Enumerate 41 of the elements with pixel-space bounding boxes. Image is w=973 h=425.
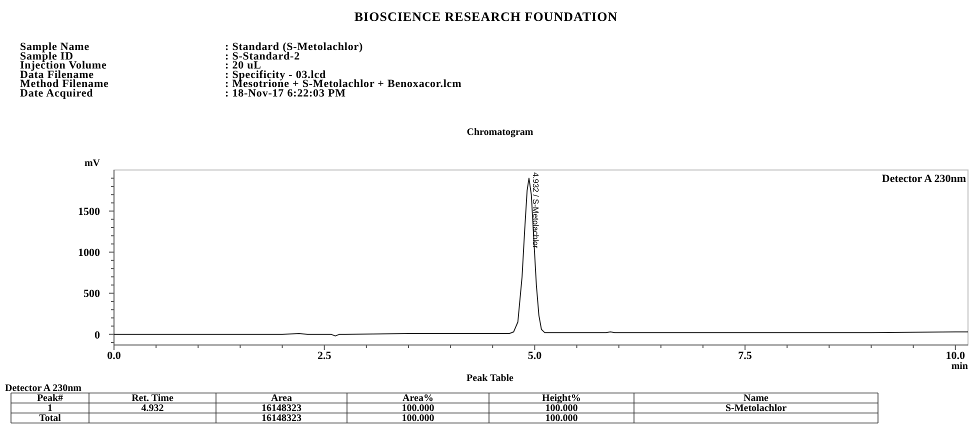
annotation: Detector A 230nm [882, 173, 966, 185]
chart-title: BIOSCIENCE RESEARCH FOUNDATION [354, 9, 618, 24]
text: 16148323 [262, 403, 302, 414]
text: : Standard (S-Metolachlor) [225, 41, 364, 53]
annotation: 4.932 / S-Metolachlor [530, 172, 540, 249]
chart-subtitle: Chromatogram [466, 127, 534, 138]
y-tick-label: 1000 [78, 247, 100, 260]
text: Injection Volume [20, 60, 107, 72]
text: Peak Table [466, 373, 514, 384]
text: 100.000 [545, 413, 578, 424]
text: Sample Name [20, 41, 90, 53]
text: 1 [48, 403, 52, 414]
text: Ret. Time [132, 393, 174, 404]
text: : S-Standard-2 [225, 50, 300, 62]
text: 100.000 [545, 403, 578, 414]
text: Date Acquired [20, 88, 94, 100]
x-tick-label: 5.0 [528, 350, 542, 362]
text: 100.000 [402, 413, 434, 424]
text: Area [271, 393, 292, 404]
text: Sample ID [20, 50, 74, 62]
text: Name [744, 393, 770, 404]
x-tick-label: 7.5 [738, 350, 752, 362]
text: : Mesotrione + S-Metolachlor + Benoxacor.lcm [225, 78, 462, 90]
text: Peak# [36, 393, 64, 404]
text: Detector A 230nm [5, 383, 82, 394]
x-tick-label: 10.0 [946, 350, 966, 362]
y-tick-label: 0 [94, 329, 100, 342]
text: Area% [402, 393, 434, 404]
text: Height% [542, 393, 581, 404]
text: : 18-Nov-17 6:22:03 PM [225, 88, 346, 100]
text: Total [39, 413, 62, 424]
y-axis-title: mV [84, 158, 101, 169]
y-tick-label: 1500 [78, 206, 100, 218]
y-tick-label: 500 [84, 288, 100, 300]
text: 100.000 [402, 403, 434, 414]
x-tick-label: 0.0 [107, 350, 122, 362]
x-axis-title: min [951, 361, 968, 372]
text: S-Metolachlor [725, 403, 788, 414]
x-tick-label: 2.5 [317, 350, 332, 362]
text: 4.932 [141, 403, 164, 414]
text: 16148323 [262, 413, 302, 424]
